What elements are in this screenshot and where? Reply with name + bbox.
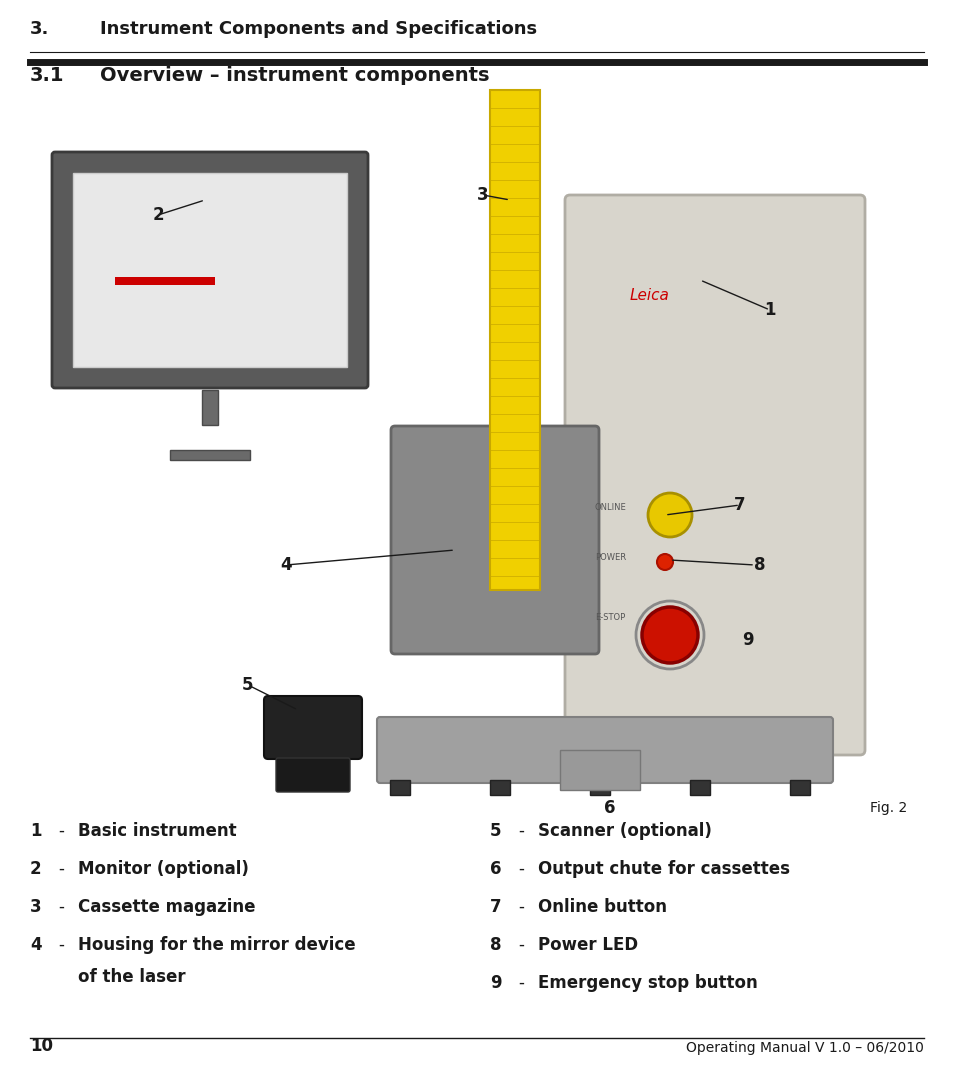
Text: 2: 2 <box>152 206 164 224</box>
Text: 7: 7 <box>490 897 501 916</box>
Text: Online button: Online button <box>537 897 666 916</box>
Bar <box>689 780 709 795</box>
Text: of the laser: of the laser <box>78 968 186 986</box>
Text: -: - <box>517 974 523 993</box>
Text: ONLINE: ONLINE <box>595 503 626 512</box>
Text: -: - <box>517 897 523 916</box>
Text: 8: 8 <box>754 556 765 573</box>
Text: 3.1: 3.1 <box>30 66 65 85</box>
Circle shape <box>641 607 698 663</box>
Text: 5: 5 <box>242 676 253 694</box>
Text: 9: 9 <box>490 974 501 993</box>
Text: Output chute for cassettes: Output chute for cassettes <box>537 860 789 878</box>
Bar <box>589 780 609 795</box>
Text: Operating Manual V 1.0 – 06/2010: Operating Manual V 1.0 – 06/2010 <box>685 1041 923 1055</box>
Bar <box>789 780 809 795</box>
Text: 6: 6 <box>603 799 615 816</box>
Text: Instrument Components and Specifications: Instrument Components and Specifications <box>100 21 537 38</box>
FancyBboxPatch shape <box>264 696 361 759</box>
Text: Housing for the mirror device: Housing for the mirror device <box>78 936 355 954</box>
FancyBboxPatch shape <box>391 426 598 654</box>
Circle shape <box>657 554 672 570</box>
Text: -: - <box>517 936 523 954</box>
Text: 4: 4 <box>30 936 42 954</box>
Text: Monitor (optional): Monitor (optional) <box>78 860 249 878</box>
Bar <box>73 173 347 367</box>
Text: Basic instrument: Basic instrument <box>78 822 236 840</box>
Bar <box>202 390 218 426</box>
Text: 1: 1 <box>30 822 42 840</box>
Text: Cassette magazine: Cassette magazine <box>78 897 255 916</box>
Bar <box>490 90 539 590</box>
Bar <box>115 276 214 285</box>
Text: Emergency stop button: Emergency stop button <box>537 974 757 993</box>
Text: 3.: 3. <box>30 21 50 38</box>
Text: Power LED: Power LED <box>537 936 638 954</box>
Text: -: - <box>58 936 64 954</box>
Text: 9: 9 <box>741 631 753 649</box>
Text: Scanner (optional): Scanner (optional) <box>537 822 711 840</box>
Text: 5: 5 <box>490 822 501 840</box>
Bar <box>490 780 510 795</box>
Text: 3: 3 <box>30 897 42 916</box>
Text: -: - <box>58 897 64 916</box>
Bar <box>170 450 250 460</box>
Text: 1: 1 <box>763 301 775 319</box>
FancyBboxPatch shape <box>275 758 350 792</box>
Bar <box>439 590 579 610</box>
Text: Fig. 2: Fig. 2 <box>869 801 906 815</box>
Text: Leica: Leica <box>629 288 669 303</box>
Text: POWER: POWER <box>595 553 625 562</box>
FancyBboxPatch shape <box>52 152 368 388</box>
Bar <box>390 780 410 795</box>
Text: 10: 10 <box>30 1037 53 1055</box>
Text: 2: 2 <box>30 860 42 878</box>
Text: 6: 6 <box>490 860 501 878</box>
Text: -: - <box>517 822 523 840</box>
FancyBboxPatch shape <box>564 195 864 755</box>
Text: 8: 8 <box>490 936 501 954</box>
Text: 4: 4 <box>280 556 292 573</box>
FancyBboxPatch shape <box>376 717 832 783</box>
Text: -: - <box>58 860 64 878</box>
Text: 7: 7 <box>734 496 745 514</box>
Text: -: - <box>517 860 523 878</box>
Text: E-STOP: E-STOP <box>595 613 624 622</box>
Bar <box>30 90 923 820</box>
Bar <box>559 750 639 789</box>
Text: Overview – instrument components: Overview – instrument components <box>100 66 489 85</box>
Text: -: - <box>58 822 64 840</box>
Circle shape <box>647 492 691 537</box>
Text: 3: 3 <box>476 186 488 204</box>
